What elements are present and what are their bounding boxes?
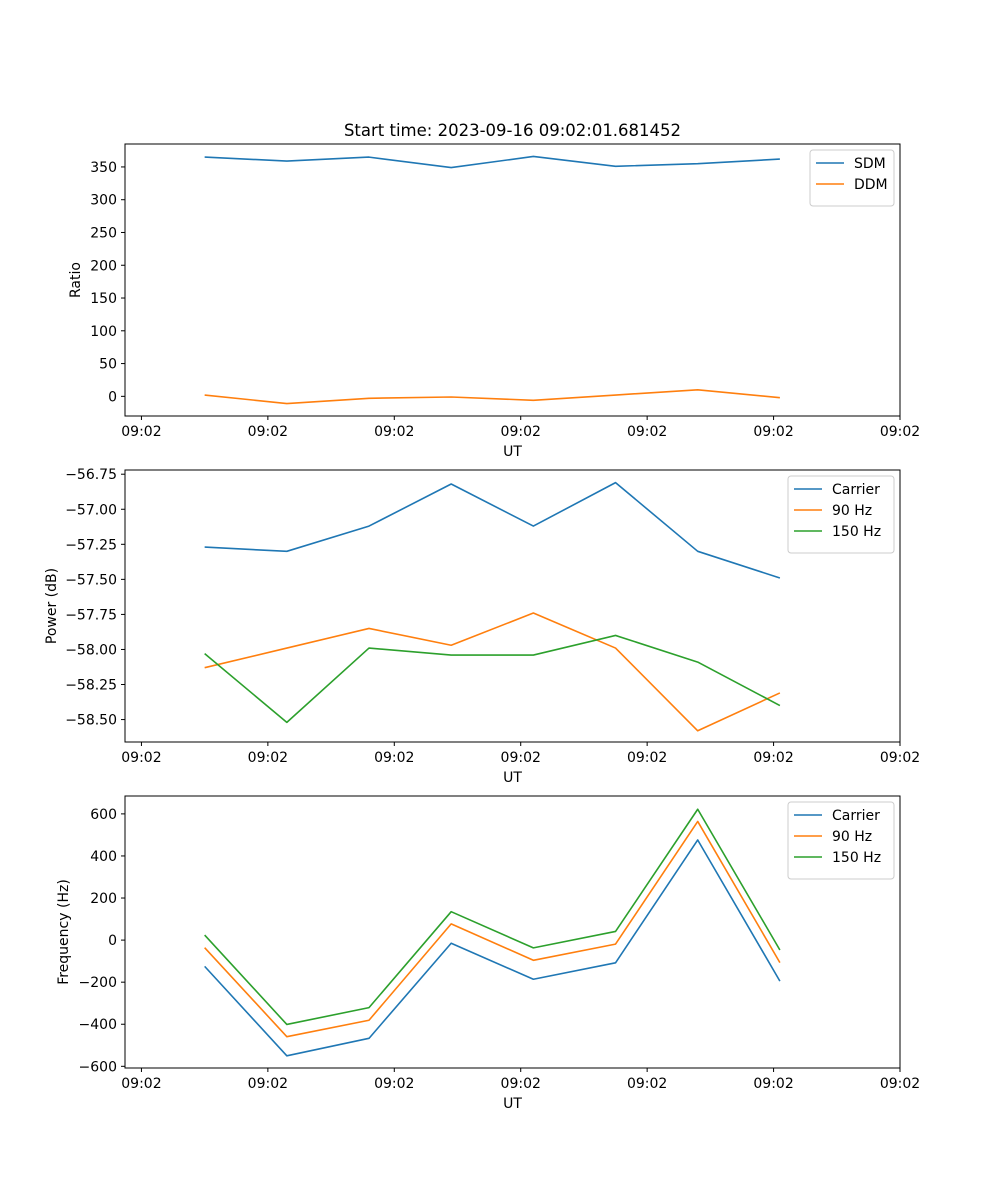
series-line-150-hz [204, 634, 781, 724]
x-tick-label: 09:02 [374, 1076, 414, 1092]
legend-label: Carrier [832, 808, 880, 824]
legend: Carrier 90 Hz 150 Hz [787, 801, 895, 880]
x-tick-label: 09:02 [880, 1076, 920, 1092]
y-tick-label: 0 [108, 389, 117, 405]
series-line-carrier [204, 839, 781, 1057]
y-tick-label: −58.50 [65, 713, 117, 729]
x-tick-label: 09:02 [627, 750, 667, 766]
x-tick-label: 09:02 [248, 424, 288, 440]
y-tick-label: 200 [90, 891, 117, 907]
figure-title: Start time: 2023-09-16 09:02:01.681452 [344, 121, 681, 140]
subplots: 09:0209:0209:0209:0209:0209:0209:0209:03… [44, 143, 920, 1112]
y-tick-label: 400 [90, 849, 117, 865]
y-tick-label: −57.75 [65, 607, 117, 623]
y-tick-label: −58.00 [65, 642, 117, 658]
x-tick-label: 09:02 [374, 750, 414, 766]
y-tick-label: −57.25 [65, 537, 117, 553]
x-tick-label: 09:02 [880, 424, 920, 440]
legend-label: 150 Hz [832, 524, 881, 540]
x-tick-label: 09:02 [753, 424, 793, 440]
x-tick-label: 09:02 [753, 750, 793, 766]
series-line-90-hz [204, 612, 781, 732]
legend: SDM DDM [809, 149, 895, 207]
y-tick-label: −57.50 [65, 572, 117, 588]
x-tick-label: 09:02 [501, 1076, 541, 1092]
x-tick-label: 09:02 [501, 750, 541, 766]
y-tick-label: 300 [90, 193, 117, 209]
legend-label: 150 Hz [832, 850, 881, 866]
subplot-3: 09:0209:0209:0209:0209:0209:0209:0209:03… [56, 795, 920, 1112]
x-tick-label: 09:02 [121, 1076, 161, 1092]
series-line-90-hz [204, 820, 781, 1038]
legend-label: Carrier [832, 482, 880, 498]
axes-frame [124, 469, 901, 743]
x-tick-label: 09:02 [248, 1076, 288, 1092]
legend: Carrier 90 Hz 150 Hz [787, 475, 895, 554]
legend-box [809, 149, 895, 207]
y-tick-label: −58.25 [65, 678, 117, 694]
axes-frame [124, 143, 901, 417]
y-tick-label: 0 [108, 933, 117, 949]
series-line-carrier [204, 481, 781, 579]
y-tick-label: −600 [79, 1059, 117, 1075]
x-tick-label: 09:02 [248, 750, 288, 766]
y-tick-label: 50 [99, 357, 117, 373]
y-axis-label: Frequency (Hz) [56, 879, 72, 985]
y-axis-label: Power (dB) [44, 568, 60, 644]
x-tick-label: 09:02 [501, 424, 541, 440]
y-tick-label: 200 [90, 258, 117, 274]
subplot-2: 09:0209:0209:0209:0209:0209:0209:0209:03… [44, 467, 920, 786]
x-axis-label: UT [503, 1096, 522, 1112]
legend-label: 90 Hz [832, 829, 872, 845]
x-tick-label: 09:02 [374, 424, 414, 440]
legend-box [787, 475, 895, 554]
y-tick-label: 150 [90, 291, 117, 307]
legend-label: DDM [854, 177, 888, 193]
subplot-1: 09:0209:0209:0209:0209:0209:0209:0209:03… [68, 143, 920, 460]
series-line-150-hz [204, 808, 781, 1026]
x-tick-label: 09:02 [753, 1076, 793, 1092]
y-tick-label: −56.75 [65, 467, 117, 483]
x-axis-label: UT [503, 770, 522, 786]
legend-label: SDM [854, 156, 886, 172]
y-tick-label: 350 [90, 160, 117, 176]
x-tick-label: 09:02 [121, 750, 161, 766]
y-tick-label: 600 [90, 807, 117, 823]
legend-box [787, 801, 895, 880]
x-tick-label: 09:02 [121, 424, 161, 440]
y-tick-label: 100 [90, 324, 117, 340]
x-tick-label: 09:02 [627, 1076, 667, 1092]
x-tick-label: 09:02 [880, 750, 920, 766]
axes-frame [124, 795, 901, 1069]
x-axis-label: UT [503, 444, 522, 460]
y-tick-label: 250 [90, 225, 117, 241]
y-tick-label: −57.00 [65, 502, 117, 518]
legend-label: 90 Hz [832, 503, 872, 519]
x-tick-label: 09:02 [627, 424, 667, 440]
series-line-sdm [204, 155, 780, 169]
y-axis-label: Ratio [68, 262, 84, 298]
y-tick-label: −400 [79, 1017, 117, 1033]
y-tick-label: −200 [79, 975, 117, 991]
series-line-ddm [204, 388, 780, 405]
